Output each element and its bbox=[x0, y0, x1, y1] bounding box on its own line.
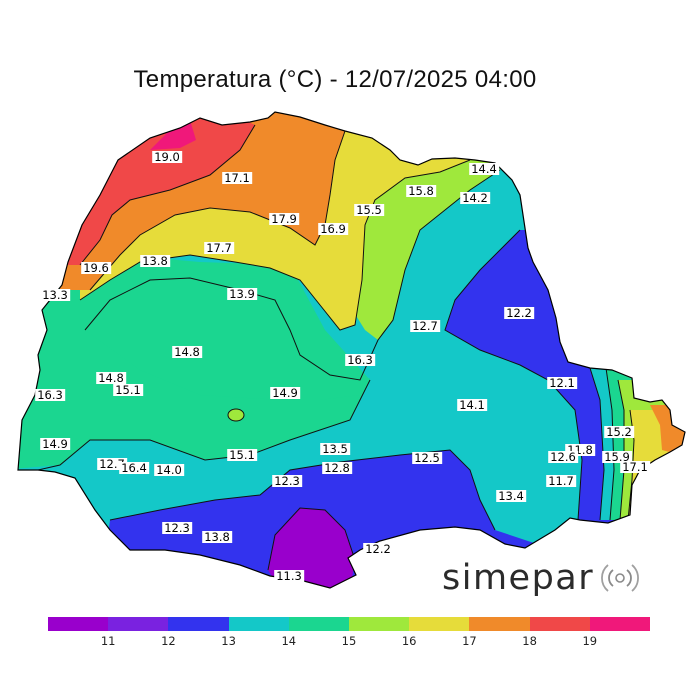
legend-tick-label: 15 bbox=[341, 634, 357, 648]
isotherm-line bbox=[37, 379, 371, 471]
station-label: 12.7 bbox=[410, 319, 440, 333]
station-label: 17.1 bbox=[620, 460, 650, 474]
simepar-logo: simepar bbox=[442, 556, 640, 600]
station-label: 11.3 bbox=[274, 569, 304, 583]
station-label: 13.3 bbox=[40, 288, 70, 302]
legend-tick-label: 13 bbox=[221, 634, 236, 648]
station-label: 12.2 bbox=[363, 542, 393, 556]
station-label: 15.5 bbox=[354, 203, 384, 217]
station-label: 16.4 bbox=[119, 461, 149, 475]
legend-tick-label: 14 bbox=[281, 634, 297, 648]
station-label: 13.8 bbox=[202, 530, 232, 544]
station-label: 14.9 bbox=[270, 386, 300, 400]
station-label: 12.2 bbox=[504, 306, 534, 320]
station-label: 11.7 bbox=[546, 474, 576, 488]
map-title: Temperatura (°C) - 12/07/2025 04:00 bbox=[133, 66, 537, 93]
isotherm-line bbox=[227, 408, 245, 422]
legend-tick-label: 11 bbox=[100, 634, 116, 648]
legend-swatch bbox=[469, 617, 530, 631]
station-label: 14.1 bbox=[457, 398, 487, 412]
legend-swatch bbox=[168, 617, 229, 631]
legend-tick-label: 19 bbox=[582, 634, 598, 648]
legend-swatch bbox=[288, 617, 350, 631]
legend-swatch bbox=[48, 617, 109, 631]
station-label: 13.4 bbox=[496, 489, 526, 503]
station-label: 14.8 bbox=[96, 371, 126, 385]
station-label: 13.5 bbox=[320, 442, 350, 456]
legend-tick-label: 17 bbox=[462, 634, 477, 648]
zone-green-inner bbox=[85, 278, 370, 400]
isotherm-line bbox=[589, 367, 605, 521]
legend-swatch bbox=[228, 617, 289, 631]
legend-swatch bbox=[529, 617, 590, 631]
station-label: 13.9 bbox=[227, 287, 257, 301]
legend-swatch bbox=[108, 617, 169, 631]
legend-tick-label: 16 bbox=[401, 634, 417, 648]
station-label: 14.0 bbox=[154, 463, 184, 477]
station-label: 16.3 bbox=[35, 388, 65, 402]
isotherm-line bbox=[617, 379, 625, 521]
zone-magenta bbox=[150, 120, 196, 150]
isotherm-line bbox=[267, 507, 356, 571]
station-label: 14.4 bbox=[469, 162, 499, 176]
station-label: 15.1 bbox=[113, 383, 143, 397]
zone-violet-south bbox=[268, 508, 355, 588]
color-legend bbox=[48, 617, 651, 631]
legend-swatch bbox=[349, 617, 410, 631]
radio-waves-icon bbox=[601, 564, 640, 592]
station-label: 12.3 bbox=[272, 474, 302, 488]
station-label: 12.8 bbox=[322, 461, 352, 475]
station-label: 12.5 bbox=[412, 451, 442, 465]
station-label: 12.6 bbox=[548, 450, 578, 464]
logo-text: simepar bbox=[442, 558, 595, 598]
isotherm-line bbox=[84, 169, 501, 381]
isotherm-line bbox=[79, 124, 256, 266]
station-label: 15.8 bbox=[406, 184, 436, 198]
station-label: 16.3 bbox=[345, 353, 375, 367]
station-label: 16.9 bbox=[318, 222, 348, 236]
isotherm-line bbox=[605, 367, 615, 521]
station-label: 14.8 bbox=[172, 345, 202, 359]
station-label: 12.1 bbox=[547, 376, 577, 390]
station-label: 15.2 bbox=[604, 425, 634, 439]
legend-tick-label: 12 bbox=[161, 634, 176, 648]
station-label: 17.7 bbox=[204, 241, 234, 255]
station-label: 17.9 bbox=[269, 212, 299, 226]
legend-tick-label: 18 bbox=[522, 634, 537, 648]
isotherm-line bbox=[444, 229, 583, 521]
station-label: 13.8 bbox=[140, 254, 170, 268]
zone-coast-orange bbox=[650, 405, 685, 460]
station-label: 14.9 bbox=[40, 437, 70, 451]
station-label: 14.2 bbox=[460, 191, 490, 205]
station-label: 15.1 bbox=[227, 448, 257, 462]
isotherm-line bbox=[627, 409, 635, 521]
station-label: 15.9 bbox=[602, 450, 632, 464]
legend-swatch bbox=[409, 617, 470, 631]
station-label: 19.0 bbox=[152, 150, 182, 164]
station-label: 12.3 bbox=[162, 521, 192, 535]
station-label: 17.1 bbox=[222, 171, 252, 185]
zone-green-island bbox=[228, 409, 244, 421]
legend-swatch bbox=[589, 617, 651, 631]
station-label: 19.6 bbox=[81, 261, 111, 275]
